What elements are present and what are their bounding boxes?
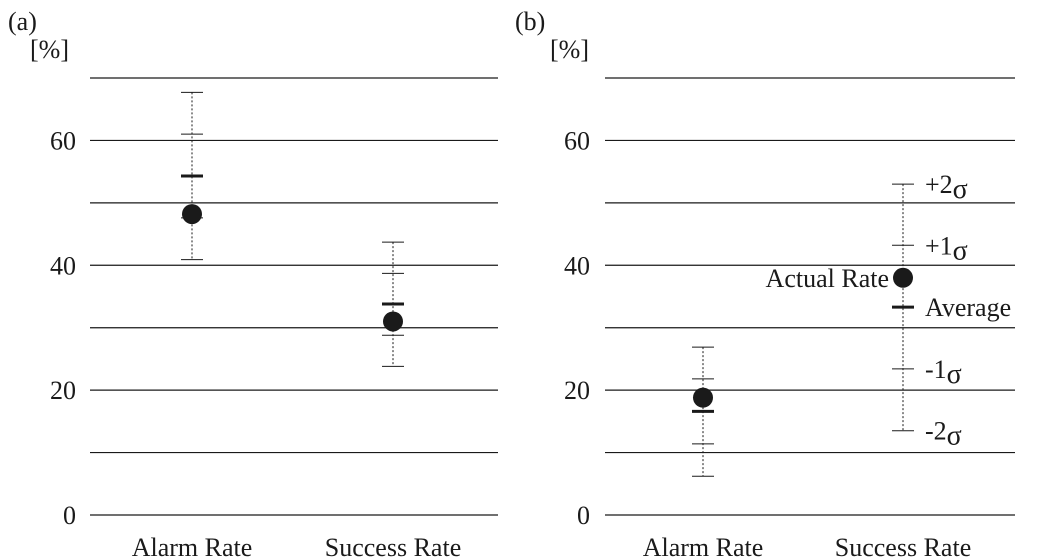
annotation-plus-1-sigma-number: +1: [925, 231, 953, 260]
panel-label: (b): [515, 7, 545, 36]
annotation-actual-rate: Actual Rate: [766, 264, 889, 293]
y-axis-unit-label: [%]: [550, 35, 589, 64]
y-tick-label: 60: [564, 126, 590, 155]
y-tick-label: 0: [63, 501, 76, 530]
annotation-minus-1-sigma-number: -1: [925, 355, 947, 384]
y-tick-label: 20: [50, 376, 76, 405]
sigma-symbol: σ: [953, 235, 968, 266]
annotation-plus-2-sigma: +2σ: [925, 170, 968, 205]
actual-rate-point: [383, 311, 403, 332]
annotation-plus-1-sigma: +1σ: [925, 231, 968, 266]
x-category-label: Success Rate: [325, 533, 461, 560]
error-bar-group: [382, 241, 404, 367]
x-category-label: Alarm Rate: [643, 533, 764, 560]
y-tick-label: 40: [564, 251, 590, 280]
annotation-plus-2-sigma-number: +2: [925, 170, 953, 199]
x-category-label: Success Rate: [835, 533, 971, 560]
y-tick-label: 20: [564, 376, 590, 405]
y-axis-unit-label: [%]: [30, 35, 69, 64]
sigma-symbol: σ: [947, 359, 962, 390]
annotation-minus-2-sigma: -2σ: [925, 417, 962, 452]
error-bar-group: [181, 91, 203, 261]
y-tick-label: 40: [50, 251, 76, 280]
actual-rate-point: [893, 267, 913, 288]
annotation-minus-2-sigma-number: -2: [925, 417, 947, 446]
sigma-symbol: σ: [947, 421, 962, 452]
error-bar-group: [692, 346, 714, 477]
annotation-minus-1-sigma: -1σ: [925, 355, 962, 390]
x-category-label: Alarm Rate: [132, 533, 253, 560]
y-tick-label: 0: [577, 501, 590, 530]
y-tick-label: 60: [50, 126, 76, 155]
panel-label: (a): [8, 7, 37, 36]
sigma-symbol: σ: [953, 174, 968, 205]
actual-rate-point: [182, 204, 202, 225]
actual-rate-point: [693, 387, 713, 408]
chart-panel-a: (a)[%] 0 20 40 60 Alarm Rate Success Rate: [8, 7, 498, 560]
error-bar-group: [892, 183, 914, 432]
annotation-average: Average: [925, 293, 1011, 322]
